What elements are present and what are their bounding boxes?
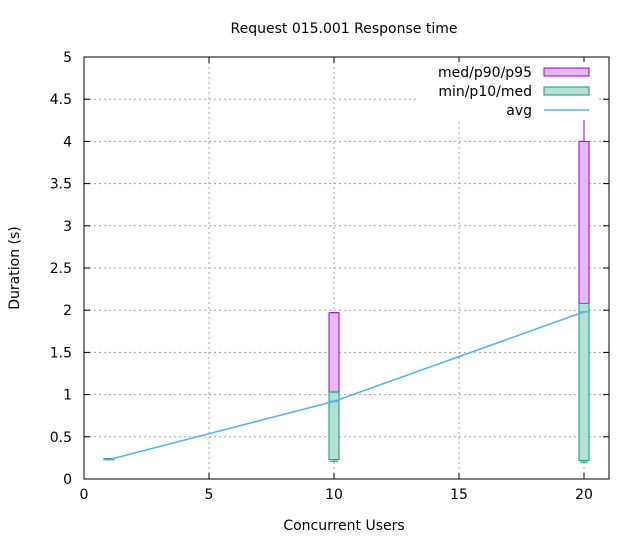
y-axis-title: Duration (s) <box>7 226 23 309</box>
x-axis-title: Concurrent Users <box>283 518 404 534</box>
x-axis: 0 5 10 15 20 <box>80 57 593 503</box>
box-med-p90 <box>578 140 590 304</box>
y-axis: 0 0.5 1 1.5 2 2.5 3 3.5 4 4.5 5 <box>50 50 609 488</box>
x-tick-label: 20 <box>575 487 593 503</box>
y-tick-label: 1 <box>63 388 72 404</box>
y-tick-label: 4.5 <box>50 92 72 108</box>
y-tick-label: 2.5 <box>50 261 72 277</box>
box-p10-med <box>328 391 340 461</box>
x-tick-label: 5 <box>205 487 214 503</box>
x-tick-label: 10 <box>325 487 343 503</box>
x-tick-label: 15 <box>450 487 468 503</box>
y-tick-label: 0 <box>63 472 72 488</box>
legend-label: avg <box>506 103 532 119</box>
chart-title: Request 015.001 Response time <box>231 21 458 37</box>
avg-line-group <box>104 311 589 461</box>
legend-swatch <box>543 67 590 77</box>
legend: med/p90/p95 min/p10/med avg <box>418 62 596 120</box>
box-p10-med <box>578 302 590 461</box>
grid <box>84 57 609 479</box>
box-med-p90 <box>328 312 340 393</box>
y-tick-label: 2 <box>63 303 72 319</box>
legend-label: med/p90/p95 <box>438 65 532 81</box>
x-tick-label: 0 <box>80 487 89 503</box>
avg-line <box>108 311 585 461</box>
y-tick-label: 3 <box>63 219 72 235</box>
y-tick-label: 1.5 <box>50 345 72 361</box>
boxes <box>103 97 590 463</box>
legend-label: min/p10/med <box>438 84 532 100</box>
legend-swatch <box>543 86 590 96</box>
y-tick-label: 3.5 <box>50 177 72 193</box>
y-tick-label: 4 <box>63 134 72 150</box>
y-tick-label: 5 <box>63 50 72 66</box>
y-tick-label: 0.5 <box>50 430 72 446</box>
